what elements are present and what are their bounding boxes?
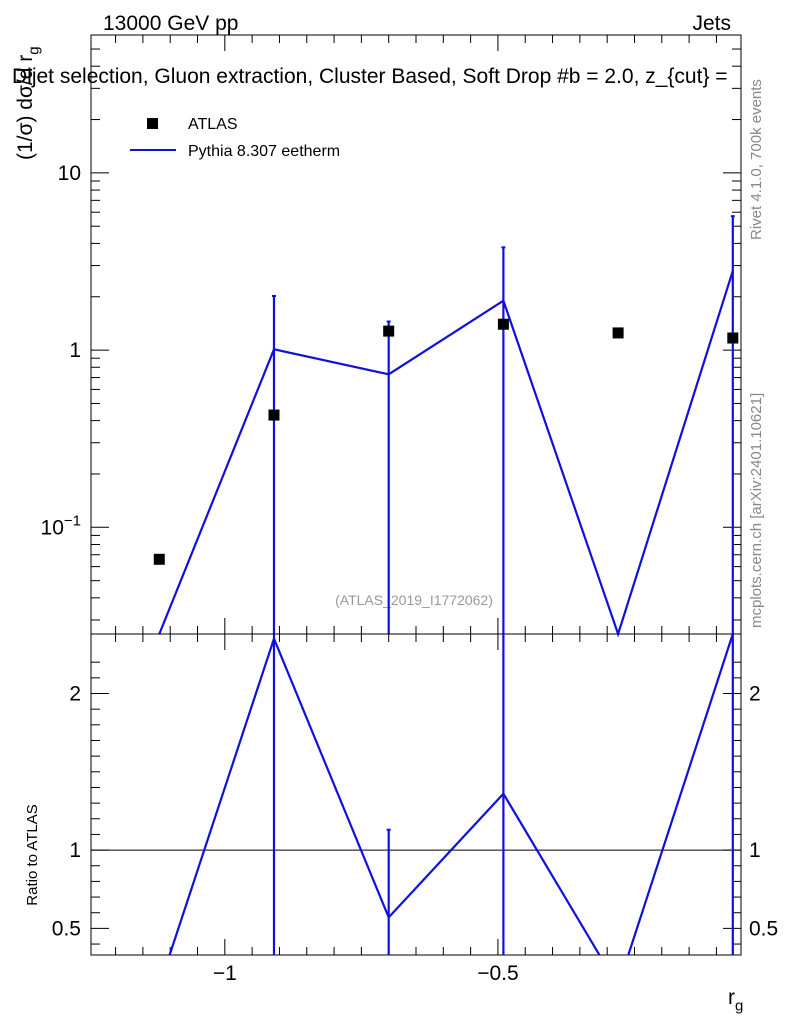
ratio-y-tick-label-right: 2 bbox=[749, 683, 761, 706]
data-point bbox=[612, 327, 624, 339]
mc-line bbox=[158, 270, 734, 638]
x-tick-label: −1 bbox=[213, 962, 237, 985]
data-point bbox=[727, 332, 739, 344]
main-panel: 10−1 1 10 bbox=[41, 34, 742, 638]
data-point bbox=[497, 318, 509, 330]
plot-title: Dijet selection, Gluon extraction, Clust… bbox=[12, 65, 728, 88]
mcplots-label: mcplots.cern.ch [arXiv:2401.10621] bbox=[748, 393, 765, 628]
ratio-ylabel: Ratio to ATLAS bbox=[24, 804, 41, 905]
legend-data-marker bbox=[147, 118, 158, 129]
main-ylabel: (1/σ) dσ/d rg​ bbox=[14, 46, 42, 160]
data-point bbox=[153, 553, 165, 565]
main-y-tick-label: 1 bbox=[69, 339, 81, 362]
legend: ATLAS Pythia 8.307 eetherm bbox=[130, 116, 340, 160]
main-y-tick-label: 10−1 bbox=[41, 512, 81, 539]
data-point bbox=[268, 409, 280, 421]
main-y-tick-label: 10 bbox=[58, 162, 81, 185]
header-right: Jets bbox=[692, 12, 731, 35]
ratio-y-tick-label: 2 bbox=[69, 683, 81, 706]
legend-data-label: ATLAS bbox=[188, 116, 238, 133]
ratio-mc-line bbox=[168, 634, 734, 955]
rivet-label: Rivet 4.1.0, 700k events bbox=[748, 79, 765, 240]
analysis-watermark: (ATLAS_2019_I1772062) bbox=[335, 592, 493, 608]
ratio-y-tick-label-right: 0.5 bbox=[749, 917, 778, 940]
ratio-panel: −1 −0.5 0.5 0.5 1 1 2 2 bbox=[52, 633, 778, 985]
data-point bbox=[383, 325, 395, 337]
legend-mc-label: Pythia 8.307 eetherm bbox=[188, 143, 340, 160]
header-left: 13000 GeV pp bbox=[103, 12, 238, 35]
ratio-xlabel: rg​ bbox=[728, 986, 743, 1014]
ratio-y-tick-label: 0.5 bbox=[52, 917, 81, 940]
x-tick-label: −0.5 bbox=[477, 962, 518, 985]
ratio-y-tick-label-right: 1 bbox=[749, 839, 761, 862]
ratio-y-tick-label: 1 bbox=[69, 839, 81, 862]
